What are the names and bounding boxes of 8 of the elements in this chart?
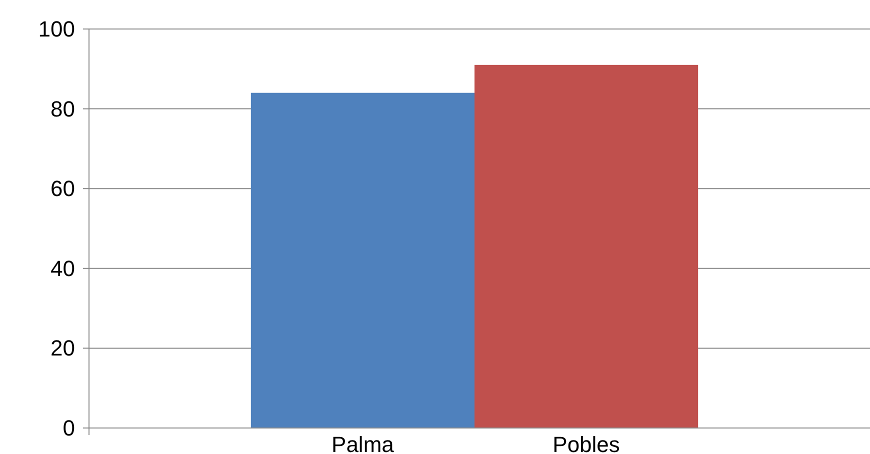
y-tick-label: 0: [62, 416, 75, 440]
y-tick-label: 20: [50, 336, 75, 361]
y-tick-label: 40: [50, 256, 75, 281]
x-tick-label: Pobles: [552, 432, 620, 454]
y-tick-label: 80: [50, 96, 75, 122]
x-tick-label: Palma: [332, 432, 395, 454]
y-tick-label: 100: [38, 16, 75, 42]
y-tick-label: 60: [50, 176, 75, 202]
